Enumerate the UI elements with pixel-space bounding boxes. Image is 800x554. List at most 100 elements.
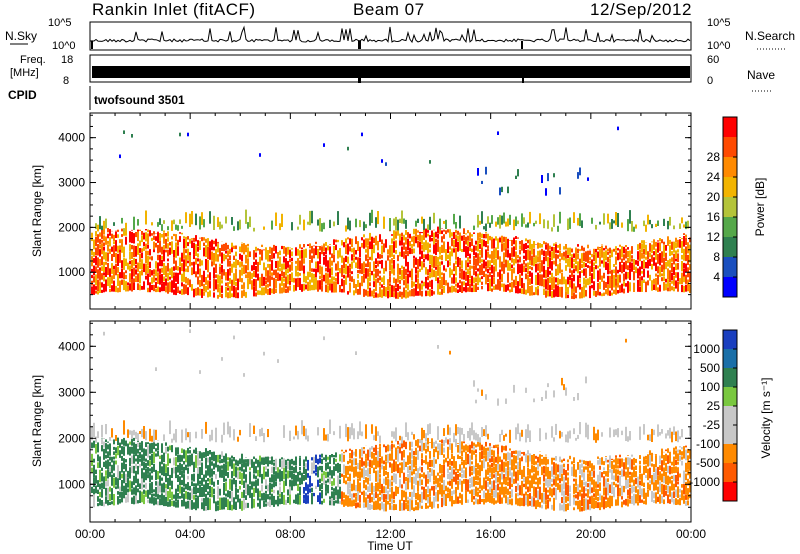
power-cell: [389, 271, 391, 277]
power-cell: [439, 261, 441, 267]
velocity-cell: [447, 481, 449, 485]
power-cell: [501, 243, 503, 252]
velocity-cell: [375, 483, 377, 492]
freq-unit: [MHz]: [10, 67, 39, 79]
velocity-cell: [241, 472, 243, 485]
power-cell: [233, 245, 235, 249]
velocity-cell: [631, 472, 633, 483]
power-cell: [607, 263, 609, 275]
power-cell: [97, 269, 99, 279]
power-cell: [629, 282, 631, 292]
velocity-cell: [605, 501, 607, 508]
power-cell: [357, 257, 359, 269]
velocity-cell: [457, 454, 459, 459]
power-cell: [153, 284, 155, 292]
velocity-cell: [199, 480, 201, 485]
velocity-cell: [635, 494, 637, 504]
velocity-cell: [583, 482, 585, 486]
power-cell: [127, 262, 129, 270]
power-cell: [137, 231, 139, 242]
velocity-cell: [123, 471, 125, 484]
power-cell: [329, 246, 331, 255]
velocity-cell: [627, 479, 629, 488]
power-cell: [367, 290, 369, 297]
power-cell: [411, 248, 413, 254]
velocity-cell: [409, 452, 411, 465]
power-cell: [169, 242, 171, 246]
power-cell: [215, 279, 217, 290]
velocity-cell: [95, 469, 97, 474]
power-cell: [259, 256, 261, 265]
velocity-cell: [223, 422, 225, 435]
velocity-cell: [407, 473, 409, 478]
velocity-cell: [197, 487, 199, 493]
velocity-cell: [371, 451, 373, 459]
velocity-cell: [539, 477, 541, 485]
power-cell: [133, 233, 135, 244]
power-cell: [621, 283, 623, 293]
power-cell: [537, 272, 539, 285]
velocity-cell: [435, 484, 437, 490]
velocity-cell: [109, 467, 111, 472]
power-cell: [393, 218, 395, 226]
power-cell: [449, 251, 451, 261]
power-cell: [309, 279, 311, 285]
power-cell: [433, 229, 435, 231]
power-cell: [107, 277, 109, 287]
power-cell: [203, 283, 205, 292]
power-cell: [379, 254, 381, 259]
velocity-cell: [511, 483, 513, 487]
power-cell: [509, 214, 511, 225]
velocity-cell: [383, 460, 385, 465]
power-cell: [369, 282, 371, 287]
velocity-cell: [629, 487, 631, 500]
power-cell: [349, 263, 351, 268]
velocity-cell: [667, 485, 669, 494]
velocity-cell: [335, 486, 337, 496]
velocity-cell: [649, 484, 651, 491]
velocity-cell: [639, 486, 641, 495]
power-cell: [551, 251, 553, 261]
power-cell: [245, 274, 247, 279]
velocity-cell: [673, 483, 675, 491]
velocity-cell: [323, 498, 325, 503]
velocity-cell: [331, 470, 333, 479]
velocity-cell: [213, 451, 215, 462]
velocity-cell: [551, 488, 553, 498]
velocity-cell: [639, 480, 641, 486]
velocity-cell: [467, 479, 469, 492]
velocity-cell: [449, 438, 451, 443]
power-cell: [107, 252, 109, 262]
power-cell: [525, 263, 527, 267]
velocity-cell: [525, 491, 527, 496]
velocity-cell: [509, 499, 511, 505]
power-cell: [443, 229, 445, 232]
power-cell: [593, 266, 595, 279]
power-cell: [159, 218, 161, 225]
velocity-cell: [169, 445, 171, 451]
power-cell: [297, 271, 299, 277]
power-cell: [345, 244, 347, 254]
power-cell: [151, 284, 153, 291]
velocity-cell: [181, 448, 183, 453]
velocity-cell: [623, 485, 625, 493]
power-cell: [365, 289, 367, 296]
velocity-cell: [151, 466, 153, 474]
velocity-cell: [563, 501, 565, 512]
velocity-cell: [663, 499, 665, 505]
power-cell: [361, 237, 363, 241]
velocity-cell: [673, 467, 675, 474]
velocity-cell: [267, 429, 269, 438]
power-cell: [145, 229, 147, 231]
power-cell: [291, 272, 293, 283]
velocity-cell: [623, 462, 625, 470]
velocity-cell: [287, 496, 289, 503]
velocity-cell: [349, 465, 351, 472]
power-cell: [503, 242, 505, 251]
velocity-cell: [603, 487, 605, 496]
velocity-cell: [163, 452, 165, 463]
power-cell: [241, 254, 243, 262]
velocity-cell: [181, 486, 183, 499]
power-cell: [627, 281, 629, 293]
power-cell: [493, 277, 495, 285]
